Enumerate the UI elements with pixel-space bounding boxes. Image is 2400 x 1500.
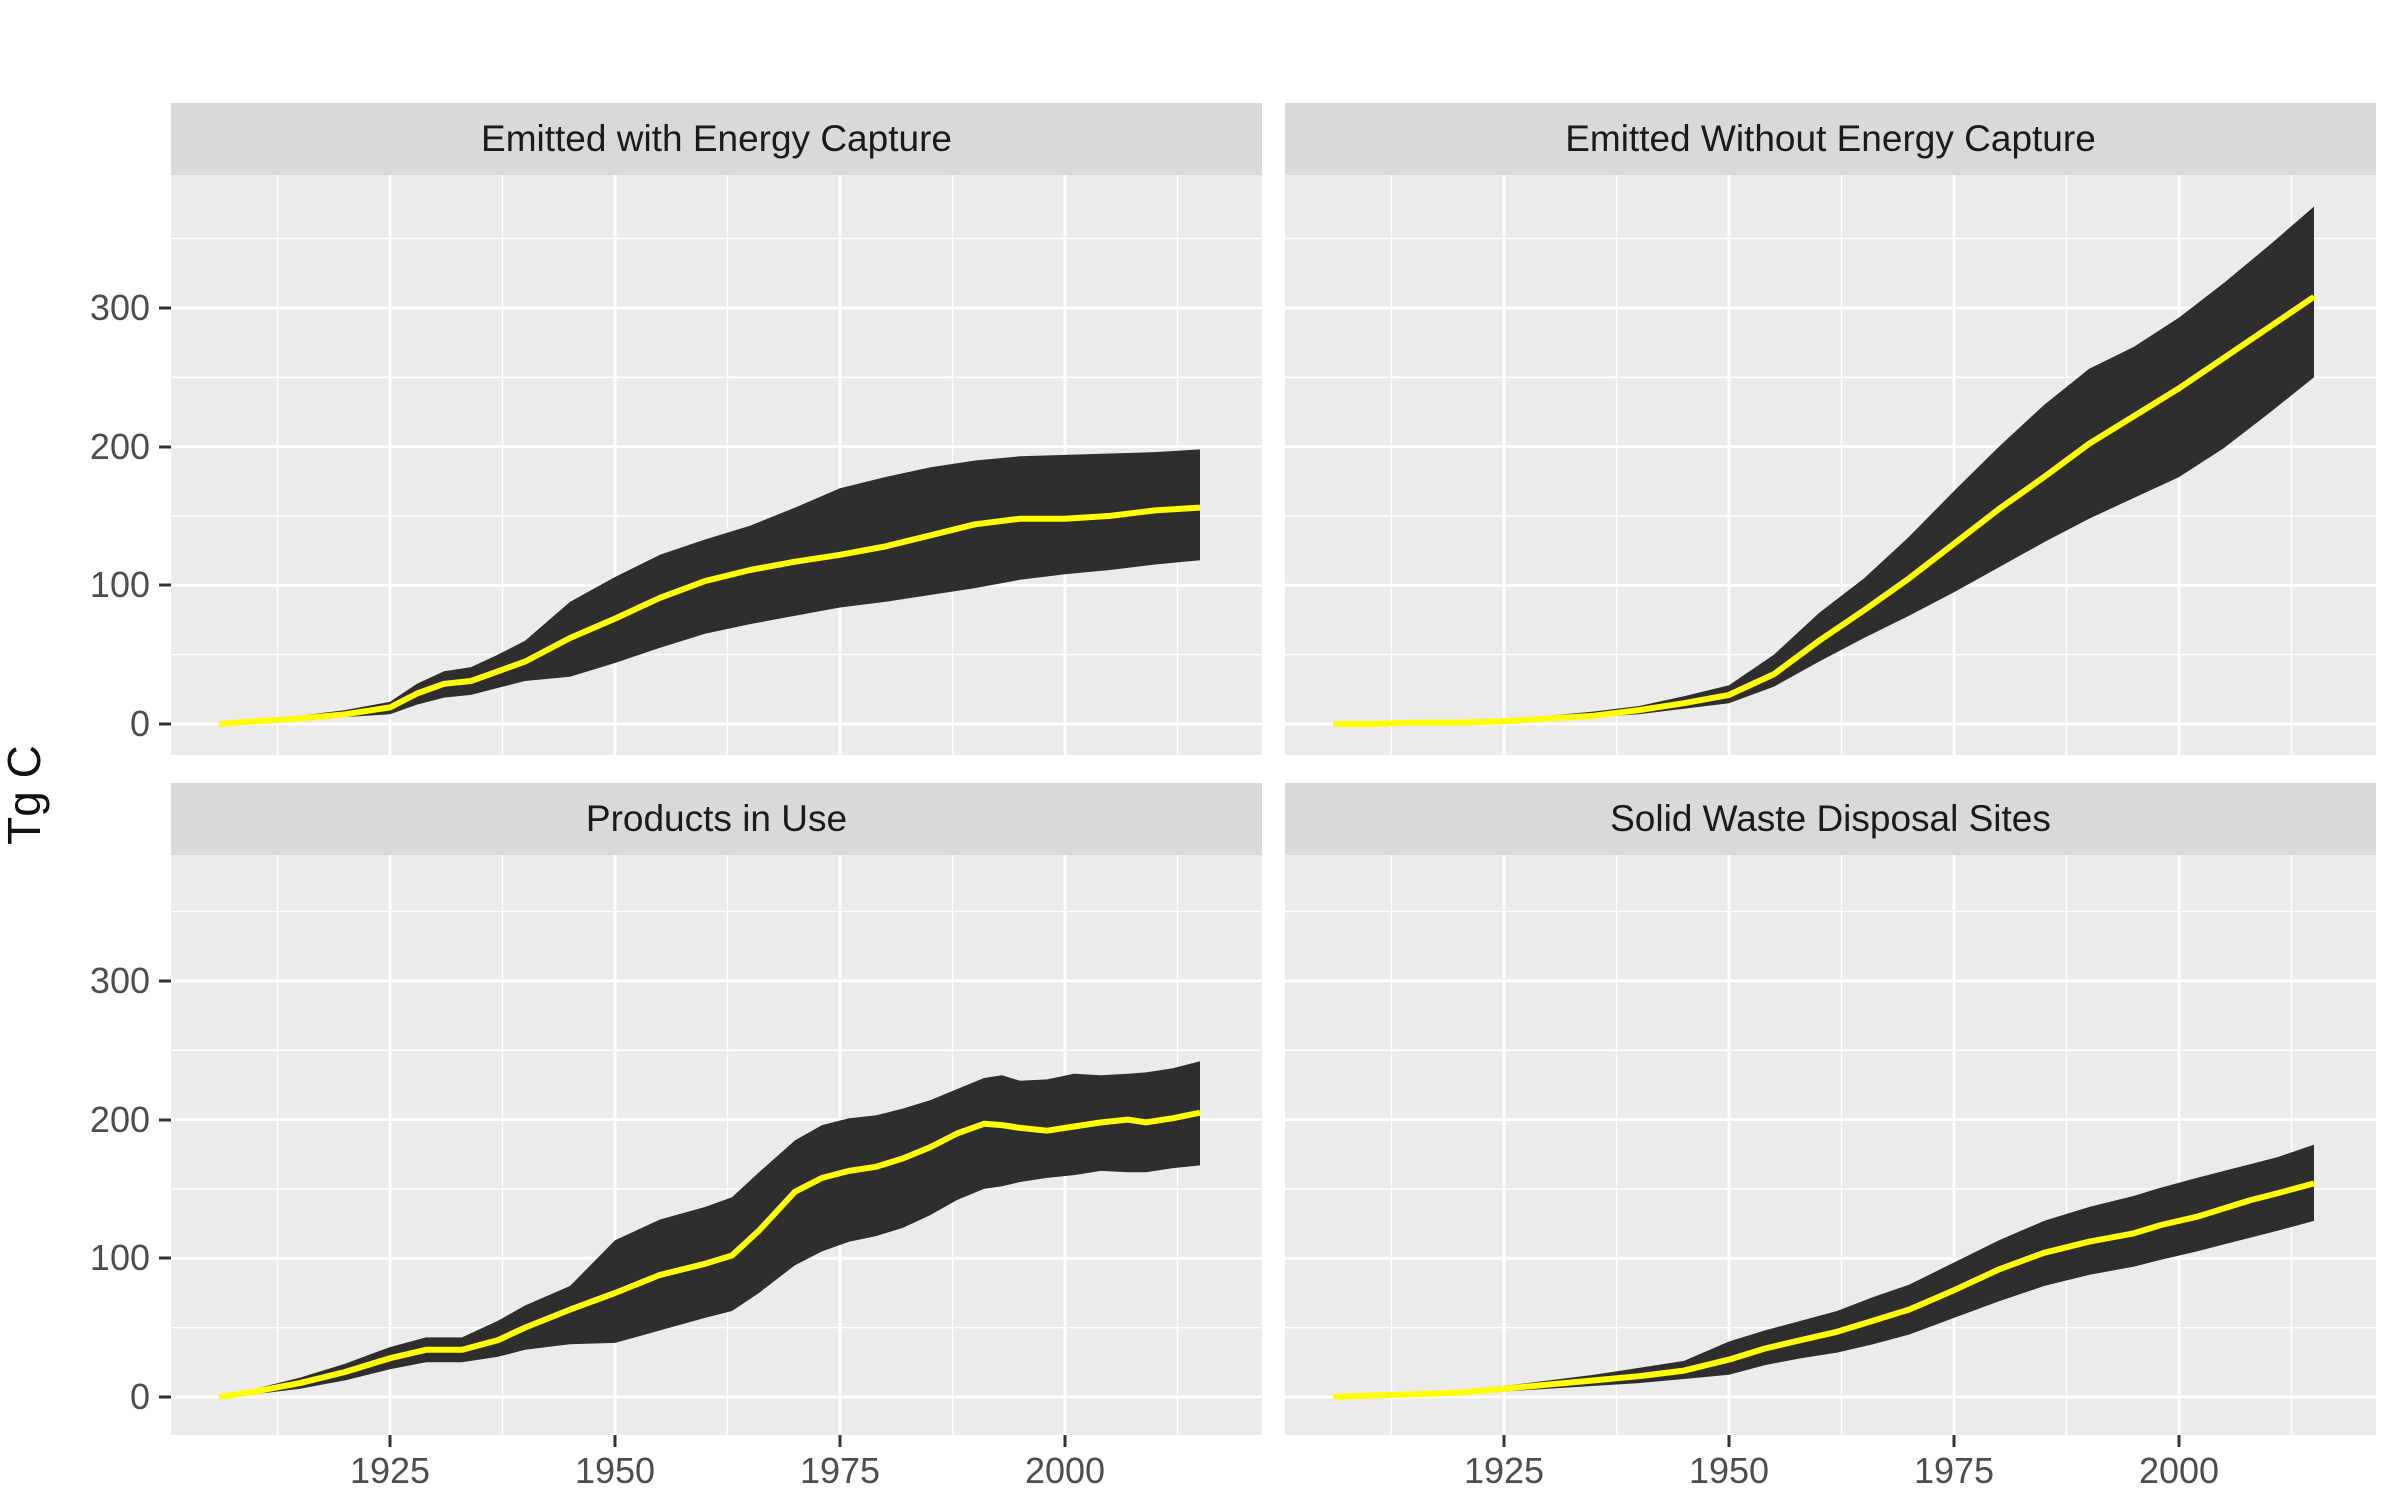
median-line — [218, 1109, 1201, 1400]
median-line — [218, 504, 1201, 727]
x-tick — [613, 1435, 617, 1447]
y-tick-label: 200 — [89, 1099, 150, 1140]
y-tick — [159, 583, 171, 587]
facet-strip-emitted-with-energy-capture: Emitted with Energy Capture — [171, 103, 1262, 175]
x-tick-label: 1950 — [1688, 1450, 1770, 1491]
y-tick — [159, 1395, 171, 1399]
x-tick — [838, 1435, 842, 1447]
x-tick — [388, 1435, 392, 1447]
ribbon-line-plot — [171, 855, 1262, 1435]
facet-strip-label: Products in Use — [585, 798, 848, 839]
y-tick-label: 300 — [89, 960, 150, 1001]
x-tick-label: 1925 — [349, 1450, 431, 1491]
x-tick — [2177, 1435, 2181, 1447]
ribbon-line-plot — [1285, 175, 2376, 755]
uncertainty-ribbon — [1333, 206, 2314, 725]
y-tick-label: 0 — [129, 1376, 150, 1417]
facet-strip-label: Solid Waste Disposal Sites — [1610, 798, 2051, 839]
x-tick-label: 1975 — [799, 1450, 881, 1491]
x-tick — [1727, 1435, 1731, 1447]
y-tick — [159, 1256, 171, 1260]
x-tick-label: 1975 — [1913, 1450, 1995, 1491]
x-tick — [1952, 1435, 1956, 1447]
x-tick — [1502, 1435, 1506, 1447]
y-tick-label: 100 — [89, 1237, 150, 1278]
median-line — [1333, 294, 2316, 727]
facet-strip-products-in-use: Products in Use — [171, 783, 1262, 855]
y-tick — [159, 306, 171, 310]
uncertainty-ribbon — [219, 1061, 1200, 1397]
y-tick-label: 200 — [89, 426, 150, 467]
panel-products-in-use — [171, 855, 1262, 1435]
facet-strip-solid-waste-disposal-sites: Solid Waste Disposal Sites — [1285, 783, 2376, 855]
facet-strip-label: Emitted with Energy Capture — [481, 118, 952, 159]
x-tick-label: 2000 — [2138, 1450, 2220, 1491]
y-tick — [159, 722, 171, 726]
facet-strip-emitted-without-energy-capture: Emitted Without Energy Capture — [1285, 103, 2376, 175]
uncertainty-ribbon — [219, 449, 1200, 724]
uncertainty-ribbon — [1333, 1144, 2314, 1397]
y-tick — [159, 445, 171, 449]
x-tick-label: 1950 — [574, 1450, 656, 1491]
ribbon-line-plot — [171, 175, 1262, 755]
y-tick — [159, 1118, 171, 1122]
facet-strip-label: Emitted Without Energy Capture — [1565, 118, 2096, 159]
y-tick — [159, 979, 171, 983]
y-tick-label: 300 — [89, 287, 150, 328]
y-tick-label: 0 — [129, 703, 150, 744]
x-tick-label: 1925 — [1463, 1450, 1545, 1491]
panel-solid-waste-disposal-sites — [1285, 855, 2376, 1435]
panel-emitted-with-energy-capture — [171, 175, 1262, 755]
median-line — [1332, 1180, 2315, 1400]
ribbon-line-plot — [1285, 855, 2376, 1435]
y-tick-label: 100 — [89, 564, 150, 605]
x-tick — [1063, 1435, 1067, 1447]
panel-emitted-without-energy-capture — [1285, 175, 2376, 755]
x-tick-label: 2000 — [1024, 1450, 1106, 1491]
